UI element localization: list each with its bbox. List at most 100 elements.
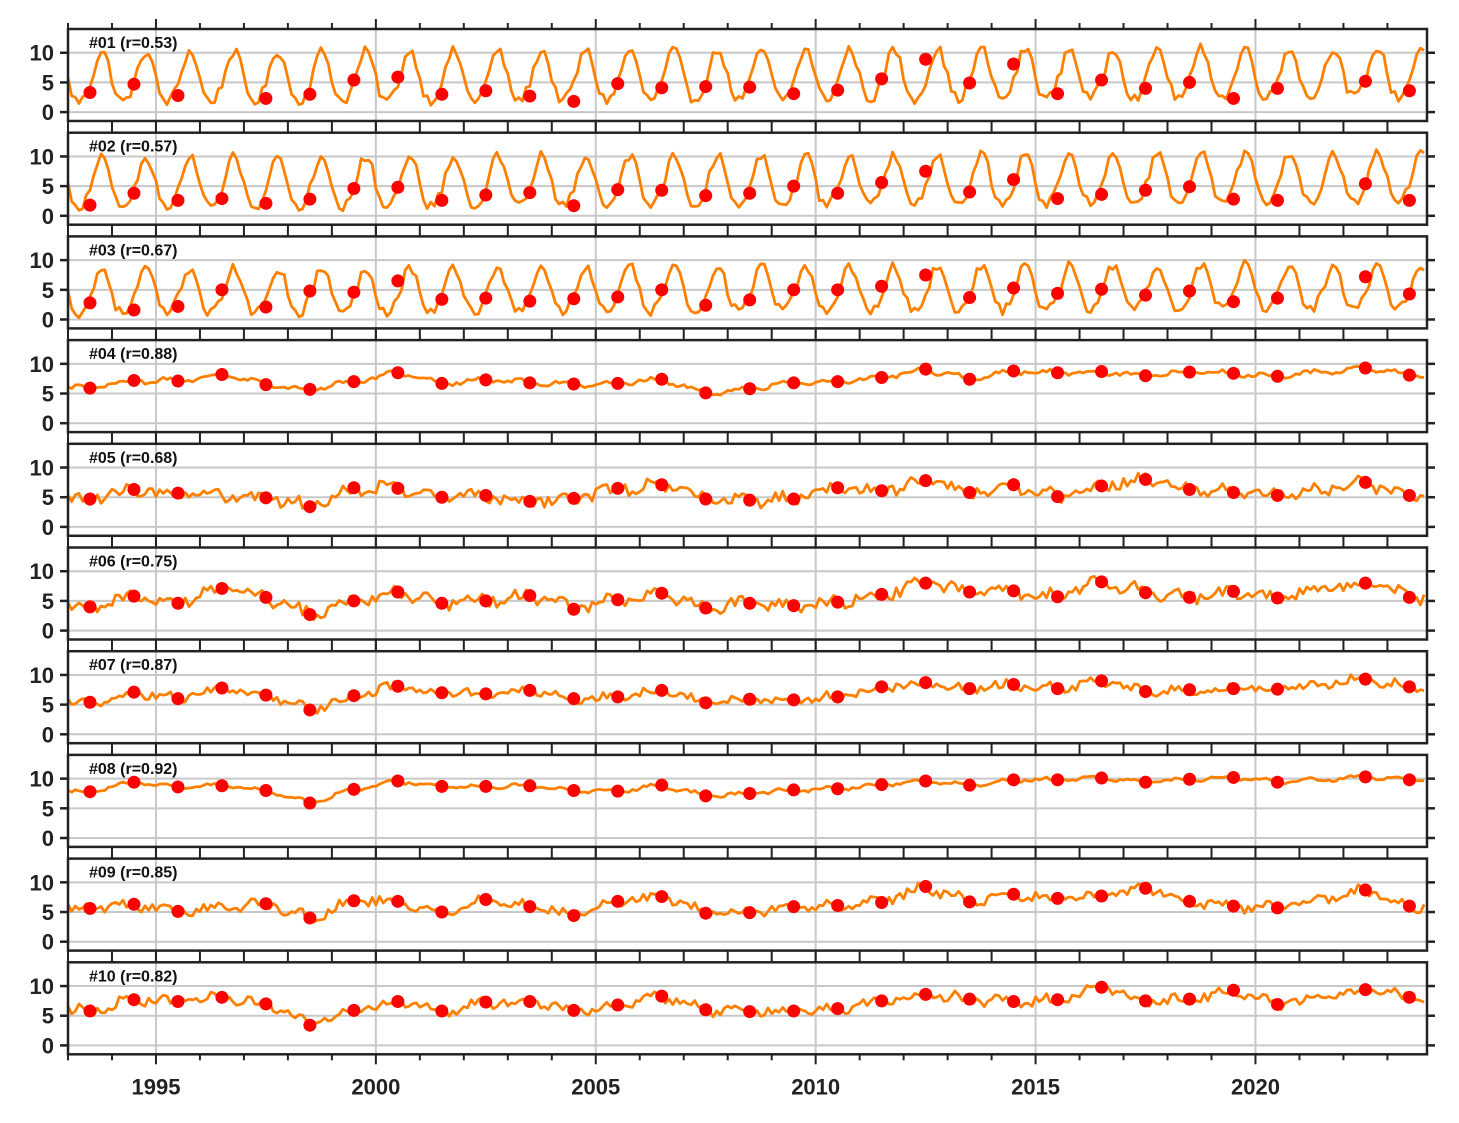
observed-point bbox=[831, 690, 845, 704]
observed-point bbox=[215, 581, 229, 595]
observed-point bbox=[523, 900, 537, 914]
observed-point bbox=[1358, 983, 1372, 997]
observed-point bbox=[1095, 980, 1109, 994]
observed-point bbox=[655, 778, 669, 792]
y-tick-label: 0 bbox=[42, 826, 54, 851]
observed-point bbox=[1051, 192, 1065, 206]
observed-point bbox=[1270, 901, 1284, 915]
observed-point bbox=[391, 994, 405, 1008]
panel-frame bbox=[66, 131, 1429, 226]
observed-point bbox=[1402, 488, 1416, 502]
panel-frame bbox=[66, 546, 1429, 641]
y-tick-label: 5 bbox=[42, 796, 54, 821]
panel-frame bbox=[66, 649, 1429, 745]
observed-point bbox=[435, 905, 449, 919]
observed-point bbox=[1139, 586, 1153, 600]
observed-point bbox=[875, 896, 889, 910]
observed-point bbox=[1051, 891, 1065, 905]
observed-point bbox=[567, 784, 581, 798]
observed-point bbox=[1095, 479, 1109, 493]
observed-point bbox=[1270, 997, 1284, 1011]
panel-frame bbox=[66, 753, 1429, 849]
observed-point bbox=[391, 585, 405, 599]
observed-point bbox=[831, 83, 845, 97]
observed-point bbox=[1402, 193, 1416, 207]
observed-point bbox=[567, 1003, 581, 1017]
observed-point bbox=[1270, 591, 1284, 605]
observed-point bbox=[1139, 183, 1153, 197]
observed-point bbox=[1095, 365, 1109, 379]
observed-point bbox=[1402, 590, 1416, 604]
y-tick-label: 0 bbox=[42, 411, 54, 436]
observed-point bbox=[875, 176, 889, 190]
observed-point bbox=[215, 283, 229, 297]
observed-point bbox=[655, 183, 669, 197]
observed-point bbox=[875, 587, 889, 601]
observed-point bbox=[303, 608, 317, 622]
observed-point bbox=[1095, 889, 1109, 903]
y-tick-label: 10 bbox=[30, 663, 54, 688]
observed-point bbox=[391, 774, 405, 788]
observed-point bbox=[963, 585, 977, 599]
observed-point bbox=[743, 186, 757, 200]
panel-label: #05 (r=0.68) bbox=[89, 450, 178, 467]
observed-point bbox=[347, 594, 361, 608]
observed-point bbox=[655, 478, 669, 492]
observed-point bbox=[303, 87, 317, 101]
observed-point bbox=[1358, 883, 1372, 897]
observed-point bbox=[1183, 683, 1197, 697]
observed-point bbox=[215, 368, 229, 382]
observed-point bbox=[215, 681, 229, 695]
observed-point bbox=[1007, 281, 1021, 295]
y-tick-label: 5 bbox=[42, 900, 54, 925]
y-tick-label: 5 bbox=[42, 589, 54, 614]
observed-point bbox=[127, 77, 141, 91]
observed-point bbox=[127, 589, 141, 603]
observed-point bbox=[1095, 282, 1109, 296]
observed-point bbox=[83, 296, 97, 310]
observed-point bbox=[919, 576, 933, 590]
observed-point bbox=[259, 378, 273, 392]
observed-point bbox=[347, 481, 361, 495]
observed-point bbox=[259, 196, 273, 210]
observed-point bbox=[611, 481, 625, 495]
observed-point bbox=[699, 696, 713, 710]
observed-point bbox=[875, 994, 889, 1008]
observed-point bbox=[787, 492, 801, 506]
observed-point bbox=[259, 688, 273, 702]
observed-point bbox=[1051, 87, 1065, 101]
observed-point bbox=[875, 484, 889, 498]
observed-point bbox=[347, 375, 361, 389]
panel-label: #02 (r=0.57) bbox=[89, 139, 178, 156]
observed-point bbox=[1358, 270, 1372, 284]
observed-point bbox=[1183, 75, 1197, 89]
observed-point bbox=[831, 898, 845, 912]
observed-point bbox=[303, 796, 317, 810]
observed-point bbox=[611, 183, 625, 197]
x-tick-label: 1995 bbox=[131, 1074, 180, 1099]
observed-point bbox=[127, 775, 141, 789]
observed-point bbox=[611, 376, 625, 390]
observed-point bbox=[1007, 364, 1021, 378]
observed-point bbox=[699, 189, 713, 203]
observed-point bbox=[523, 683, 537, 697]
observed-point bbox=[1183, 284, 1197, 298]
observed-point bbox=[1095, 575, 1109, 589]
observed-point bbox=[919, 164, 933, 178]
panel-label: #09 (r=0.85) bbox=[89, 865, 178, 882]
observed-point bbox=[1270, 291, 1284, 305]
observed-point bbox=[1270, 369, 1284, 383]
observed-point bbox=[259, 300, 273, 314]
observed-point bbox=[567, 377, 581, 391]
observed-point bbox=[787, 783, 801, 797]
observed-point bbox=[1183, 894, 1197, 908]
observed-point bbox=[391, 481, 405, 495]
observed-point bbox=[1402, 84, 1416, 98]
observed-point bbox=[963, 76, 977, 90]
panel-label: #08 (r=0.92) bbox=[89, 761, 178, 778]
y-tick-label: 5 bbox=[42, 278, 54, 303]
observed-point bbox=[303, 703, 317, 717]
observed-point bbox=[1183, 483, 1197, 497]
observed-point bbox=[1270, 775, 1284, 789]
observed-point bbox=[919, 52, 933, 66]
